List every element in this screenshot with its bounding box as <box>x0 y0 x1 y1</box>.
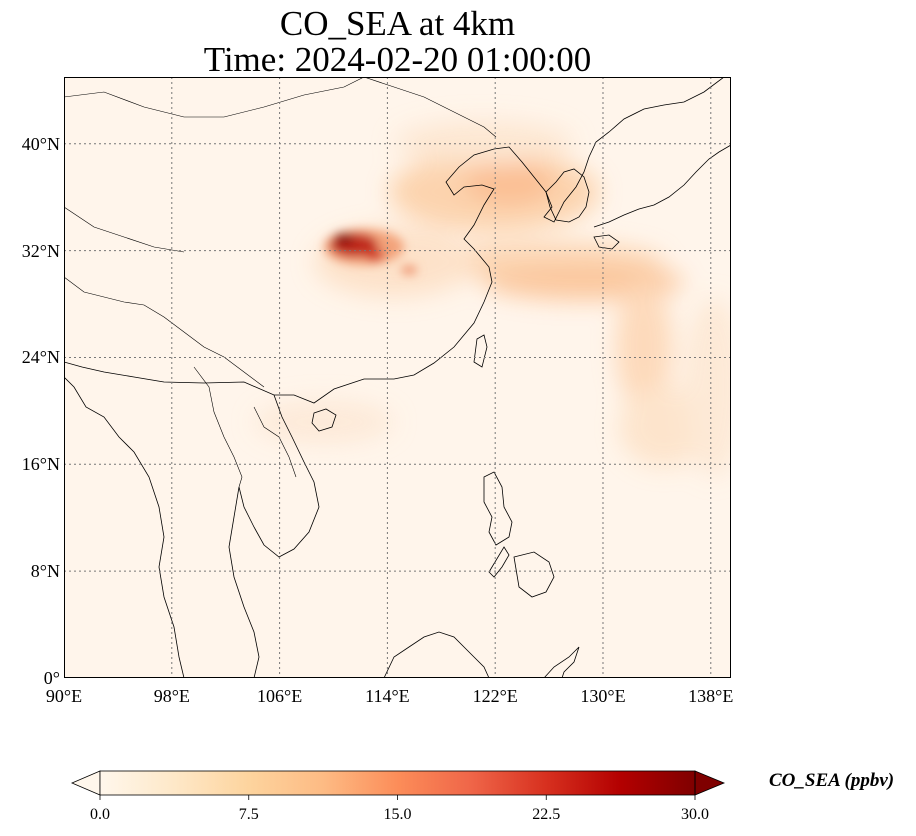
lon-tick-label: 114°E <box>365 686 410 706</box>
coastlines <box>64 77 731 678</box>
map-border <box>64 77 731 678</box>
colorbar-tick-label: 15.0 <box>383 806 412 823</box>
lon-tick-label: 90°E <box>45 686 83 706</box>
sichuan-hotspot-tail <box>364 249 384 261</box>
northern-haze <box>394 120 574 164</box>
lon-tick-label: 138°E <box>688 686 734 706</box>
sichuan-east-fleck <box>401 266 417 274</box>
colorbar-label: CO_SEA (ppbv) <box>769 770 895 791</box>
gridlines <box>64 77 731 678</box>
map-plot-area <box>64 77 731 678</box>
sichuan-hotspot-core <box>334 233 354 245</box>
korea-plume-core <box>464 160 554 204</box>
lon-tick-label: 98°E <box>153 686 190 706</box>
colorbar-ticks <box>99 795 696 800</box>
colorbar-extend-low <box>70 770 101 796</box>
lat-tick-label: 32°N <box>21 240 60 261</box>
east-ocean-tail-shape <box>616 282 672 412</box>
colorbar-tick-label: 0.0 <box>90 806 110 823</box>
colorbar <box>70 770 726 800</box>
lat-tick-label: 24°N <box>21 347 60 368</box>
colorbar-tick-label: 30.0 <box>681 806 709 823</box>
east-plume-right <box>684 297 731 477</box>
colorbar-tick-label: 22.5 <box>532 806 561 823</box>
colorbar-tick-label: 7.5 <box>238 806 259 823</box>
colorbar-gradient <box>100 771 695 795</box>
map-title: CO_SEA at 4km <box>279 4 516 43</box>
lon-tick-label: 130°E <box>580 686 626 706</box>
colorbar-extend-high <box>694 770 726 796</box>
lat-tick-label: 0° <box>43 668 60 688</box>
lat-tick-label: 16°N <box>21 454 60 475</box>
lon-tick-label: 106°E <box>256 686 303 706</box>
south-china-coast-haze <box>254 400 394 444</box>
lat-tick-label: 40°N <box>21 133 60 154</box>
lat-tick-label: 8°N <box>30 561 60 582</box>
map-subtitle-time: Time: 2024-02-20 01:00:00 <box>203 40 592 79</box>
lon-tick-label: 122°E <box>472 686 518 706</box>
